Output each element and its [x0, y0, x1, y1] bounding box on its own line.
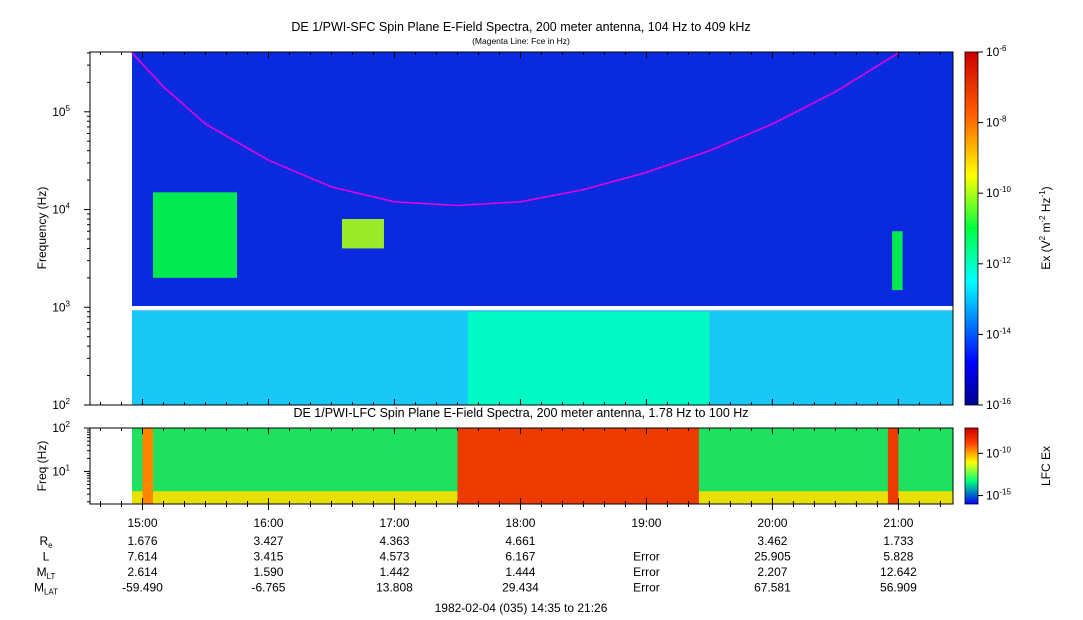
ephemeris-value: Error: [633, 550, 660, 564]
sfc-ytick-label: 105: [52, 104, 70, 119]
ephemeris-value: 12.642: [880, 565, 917, 579]
sfc-frame: [89, 51, 954, 406]
sfc-data-gap: [90, 306, 953, 311]
sfc-spectrogram-panel: [90, 52, 953, 405]
ephemeris-row-label: L: [43, 550, 50, 564]
sfc-subtitle: (Magenta Line: Fce in Hz): [472, 36, 570, 46]
time-tick-label: 20:00: [757, 516, 787, 530]
time-range-label: 1982-02-04 (035) 14:35 to 21:26: [435, 601, 608, 615]
ephemeris-table: Re 1.676 3.427 4.363 4.661 3.462 1.733 L 7.614 3.…: [34, 534, 917, 597]
sfc-intensity-region: [152, 192, 237, 278]
lfc-colorbar-label: LFC Ex: [1039, 446, 1053, 486]
ephemeris-value: 67.581: [754, 581, 791, 595]
ephemeris-value: 4.573: [379, 550, 409, 564]
sfc-intensity-region: [892, 231, 903, 291]
time-axis: 15:00 16:00 17:00 18:00 19:00 20:00 21:00: [99, 52, 941, 530]
lfc-colorbar: [964, 427, 979, 505]
sfc-title: DE 1/PWI-SFC Spin Plane E-Field Spectra,…: [291, 20, 750, 34]
sfc-colorbar-ticks: 10-6 10-8 10-10 10-12 10-14 10-16: [978, 44, 1011, 412]
time-tick-label: 21:00: [883, 516, 913, 530]
ephemeris-value: 56.909: [880, 581, 917, 595]
sfc-y-axis: 102 103 104 105: [52, 52, 90, 412]
ephemeris-value: 3.415: [253, 550, 283, 564]
lfc-ytick-label: 101: [52, 463, 70, 478]
lfc-frame: [89, 427, 954, 505]
ephemeris-value: 25.905: [754, 550, 791, 564]
ephemeris-value: 5.828: [883, 550, 913, 564]
sfc-colorbar-label: Ex (V2 m-2 Hz-1): [1038, 186, 1053, 269]
sfc-ytick-label: 103: [52, 299, 70, 314]
sfc-intensity-region: [341, 218, 384, 249]
fce-line: [131, 52, 899, 207]
ephemeris-value: 13.808: [376, 581, 413, 595]
ephemeris-value: 4.661: [505, 534, 535, 548]
ephemeris-value: 4.363: [379, 534, 409, 548]
ephemeris-value: 1.444: [505, 565, 535, 579]
ephemeris-value: 1.590: [253, 565, 283, 579]
lfc-intensity-region: [457, 428, 699, 504]
sfc-ylabel: Frequency (Hz): [35, 187, 49, 270]
ephemeris-value: 7.614: [127, 550, 157, 564]
lfc-title: DE 1/PWI-LFC Spin Plane E-Field Spectra,…: [293, 406, 748, 420]
sfc-cb-tick-label: 10-8: [986, 115, 1007, 130]
ephemeris-value: 1.676: [127, 534, 157, 548]
sfc-cb-tick-label: 10-14: [986, 326, 1011, 341]
ephemeris-value: Error: [633, 581, 660, 595]
lfc-cb-tick-label: 10-10: [986, 445, 1011, 460]
ephemeris-value: 2.614: [127, 565, 157, 579]
ephemeris-value: 2.207: [757, 565, 787, 579]
lfc-colorbar-ticks: 10-10 10-15: [978, 445, 1011, 503]
time-tick-label: 15:00: [127, 516, 157, 530]
time-tick-label: 16:00: [253, 516, 283, 530]
sfc-colorbar: [964, 51, 979, 406]
time-tick-label: 19:00: [631, 516, 661, 530]
lfc-cb-tick-label: 10-15: [986, 488, 1011, 503]
sfc-cb-tick-label: 10-10: [986, 185, 1011, 200]
ephemeris-value: 6.167: [505, 550, 535, 564]
lfc-y-axis: 101 102: [52, 420, 90, 503]
sfc-cb-tick-label: 10-16: [986, 397, 1011, 412]
ephemeris-value: 29.434: [502, 581, 539, 595]
ephemeris-value: 3.462: [757, 534, 787, 548]
lfc-ylabel: Freq (Hz): [35, 441, 49, 492]
lfc-intensity-region: [142, 428, 153, 504]
sfc-ytick-label: 102: [52, 397, 70, 412]
ephemeris-row-label: MLAT: [34, 581, 58, 597]
time-tick-label: 18:00: [505, 516, 535, 530]
lfc-spectrogram-panel: [90, 428, 953, 504]
sfc-ytick-label: 104: [52, 202, 70, 217]
ephemeris-value: 1.733: [883, 534, 913, 548]
sfc-cb-tick-label: 10-12: [986, 256, 1011, 271]
ephemeris-value: 1.442: [379, 565, 409, 579]
ephemeris-value: Error: [633, 565, 660, 579]
lfc-intensity-region: [887, 428, 899, 504]
ephemeris-value: -6.765: [251, 581, 285, 595]
ephemeris-row-label: Re: [39, 534, 53, 550]
ephemeris-value: -59.490: [122, 581, 163, 595]
sfc-intensity-region: [467, 311, 710, 405]
lfc-ytick-label: 102: [52, 420, 70, 435]
sfc-cb-tick-label: 10-6: [986, 44, 1007, 59]
ephemeris-row-label: MLT: [37, 565, 56, 581]
time-tick-label: 17:00: [379, 516, 409, 530]
ephemeris-value: 3.427: [253, 534, 283, 548]
